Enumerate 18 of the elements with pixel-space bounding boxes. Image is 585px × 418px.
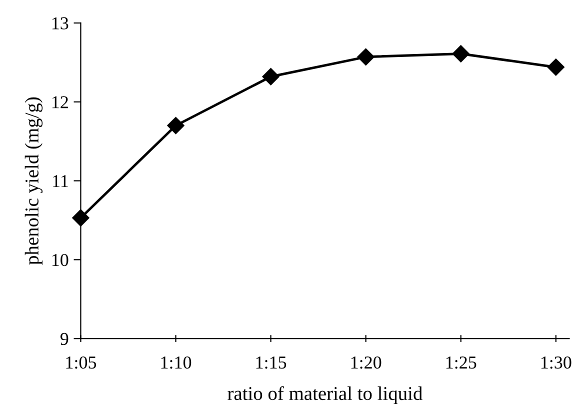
x-tick-label: 1:15 [256,356,286,369]
y-tick-label: 10 [52,254,68,266]
x-tick-label: 1:25 [446,356,476,369]
y-tick-label: 12 [52,96,68,108]
y-tick-label: 9 [60,332,68,346]
point [357,48,374,66]
y-tick-label: 13 [52,17,68,30]
x-tick-label: 1:10 [161,356,192,369]
y-tick-label: 11 [53,175,68,188]
point [262,68,280,86]
point [167,117,184,134]
point [452,45,470,62]
x-axis-title: ratio of material to liquid [228,386,422,404]
x-tick-label: 1:30 [541,356,572,369]
x-tick-label: 1:20 [351,356,382,369]
y-axis-title: phenolic yield (mg/g) [24,97,43,265]
point [547,58,564,76]
x-tick-label: 1:05 [66,356,96,369]
